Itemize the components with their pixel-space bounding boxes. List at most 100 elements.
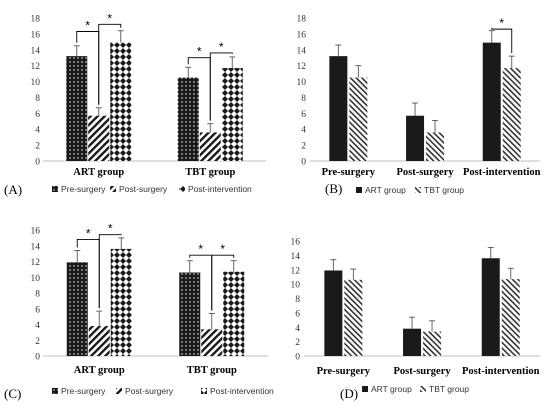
- significance-bracket: [98, 23, 122, 105]
- bar: [88, 326, 110, 356]
- bar: [88, 115, 110, 161]
- y-tick-label: 8: [301, 94, 306, 104]
- y-tick-label: 4: [35, 126, 40, 136]
- legend-label: TBT group: [429, 384, 469, 394]
- bar: [66, 262, 88, 356]
- category-label: Post-surgery: [396, 167, 454, 178]
- y-tick-label: 4: [295, 324, 300, 334]
- category-label: TBT group: [185, 167, 235, 178]
- bar: [502, 68, 521, 161]
- y-tick-label: 14: [31, 46, 41, 56]
- y-tick-label: 6: [295, 309, 300, 319]
- legend-label: Pre-surgery: [61, 184, 106, 194]
- significance-star: *: [219, 40, 224, 54]
- significance-star: *: [107, 11, 112, 25]
- significance-star: *: [108, 222, 113, 236]
- y-tick-label: 6: [35, 110, 40, 120]
- y-tick-label: 6: [35, 305, 40, 315]
- y-tick-label: 4: [301, 126, 306, 136]
- panel-label: (C): [4, 386, 21, 401]
- significance-star: *: [197, 45, 202, 59]
- y-tick-label: 14: [31, 242, 41, 252]
- bar: [403, 328, 422, 356]
- legend-label: Post-surgery: [119, 184, 168, 194]
- significance-star: *: [86, 226, 91, 240]
- significance-star: *: [85, 19, 90, 33]
- legend-label: Pre-surgery: [61, 386, 106, 396]
- legend-swatch: [52, 388, 58, 394]
- significance-bracket: [211, 254, 235, 311]
- y-tick-label: 10: [31, 78, 41, 88]
- significance-bracket: [491, 27, 513, 54]
- y-tick-label: 18: [31, 15, 41, 25]
- category-label: Post-intervention: [462, 366, 540, 377]
- y-tick-label: 0: [301, 158, 306, 168]
- y-tick-label: 12: [297, 62, 307, 72]
- bar: [221, 68, 243, 161]
- bar: [324, 270, 343, 356]
- chart-panel-3: 0 2 4 6 8 10 12 14 16 Pre-surgery Post-surgery Post…: [291, 238, 540, 401]
- y-tick-label: 0: [35, 158, 40, 168]
- legend-label: Post-surgery: [125, 386, 174, 396]
- y-tick-label: 2: [301, 142, 306, 152]
- y-tick-label: 16: [31, 30, 41, 40]
- bar: [423, 331, 442, 356]
- legend-label: Post-intervention: [188, 184, 252, 194]
- legend-swatch: [52, 186, 58, 192]
- bar: [482, 42, 501, 161]
- significance-star: *: [499, 16, 504, 30]
- y-tick-label: 12: [31, 258, 41, 268]
- y-tick-label: 6: [301, 110, 306, 120]
- y-tick-label: 8: [35, 290, 40, 300]
- y-tick-label: 12: [291, 266, 301, 276]
- bar: [349, 77, 368, 161]
- y-tick-label: 2: [35, 337, 40, 347]
- category-label: Post-surgery: [393, 366, 451, 377]
- legend-swatch: [420, 386, 426, 392]
- legend-label: Post-intervention: [210, 386, 274, 396]
- legend-swatch: [362, 386, 368, 392]
- category-label: ART group: [73, 167, 124, 178]
- y-tick-label: 0: [35, 353, 40, 363]
- y-tick-label: 10: [291, 281, 301, 291]
- bar: [110, 42, 132, 161]
- bar: [406, 115, 425, 161]
- significance-star: *: [220, 242, 225, 256]
- bar: [199, 132, 221, 161]
- legend-swatch: [179, 186, 185, 192]
- legend-swatch: [415, 187, 421, 193]
- bar: [223, 271, 245, 356]
- y-tick-label: 0: [295, 353, 300, 363]
- category-label: Post-intervention: [463, 167, 541, 178]
- panel-label: (A): [4, 182, 22, 197]
- chart-panel-2: 0 2 4 6 8 10 12 14 16 ART group TBT group * * * * Pre-s…: [4, 222, 274, 401]
- y-tick-label: 10: [31, 274, 41, 284]
- bar: [481, 258, 500, 356]
- y-tick-label: 12: [31, 62, 41, 72]
- legend-label: ART group: [365, 185, 406, 195]
- significance-bracket: [209, 52, 233, 121]
- chart-panel-0: 0 2 4 6 8 10 12 14 16 18 ART group TBT group * * * * Pre…: [4, 11, 266, 197]
- bar: [501, 279, 520, 356]
- category-label: Pre-surgery: [317, 366, 371, 377]
- y-tick-label: 14: [291, 252, 301, 262]
- chart-panel-1: 0 2 4 6 8 10 12 14 16 18 Pre-surgery Post-surgery Po…: [297, 15, 541, 197]
- y-tick-label: 16: [297, 30, 307, 40]
- y-tick-label: 10: [297, 78, 307, 88]
- y-tick-label: 16: [31, 227, 41, 237]
- category-label: Pre-surgery: [322, 167, 376, 178]
- legend-swatch: [356, 187, 362, 193]
- y-tick-label: 2: [295, 338, 300, 348]
- y-tick-label: 14: [297, 46, 307, 56]
- legend-swatch: [110, 186, 116, 192]
- bar: [344, 279, 363, 356]
- bar: [201, 329, 223, 356]
- panel-label: (B): [325, 181, 342, 196]
- legend-swatch: [116, 388, 122, 394]
- y-tick-label: 16: [291, 238, 301, 248]
- category-label: TBT group: [187, 365, 237, 376]
- y-tick-label: 8: [35, 94, 40, 104]
- y-tick-label: 2: [35, 142, 40, 152]
- y-tick-label: 8: [295, 295, 300, 305]
